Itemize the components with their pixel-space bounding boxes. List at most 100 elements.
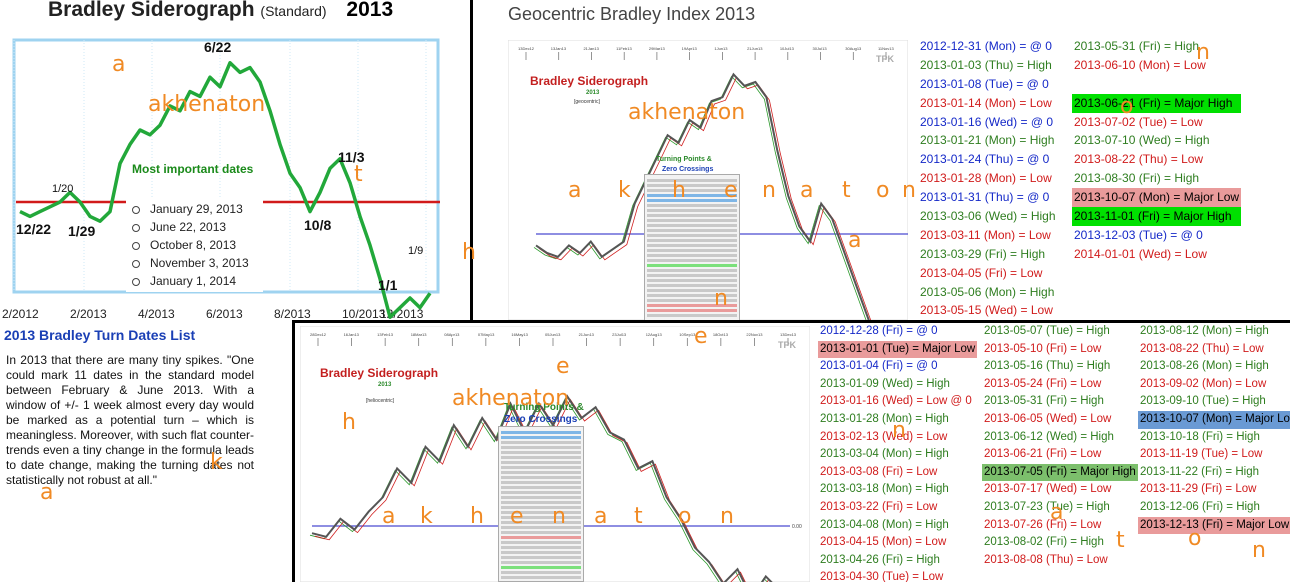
top-tick-label: 28Dec12	[310, 332, 327, 337]
turn-date-entry: 2013-05-15 (Wed) = Low	[920, 303, 1053, 318]
mini-table-row	[501, 576, 581, 579]
turn-date-entry: 2013-01-04 (Fri) = @ 0	[820, 360, 938, 373]
mini-table-row	[501, 516, 581, 519]
bradley-line	[19, 61, 432, 319]
mini-table-row	[501, 461, 581, 464]
mini-table-row	[647, 254, 737, 257]
title-text: Bradley Siderograph	[48, 0, 255, 21]
mini-table-row	[647, 284, 737, 287]
x-tick-label: 2/2013	[70, 307, 107, 320]
mini-table-row	[647, 204, 737, 207]
turn-date-entry: 2013-07-02 (Tue) = Low	[1074, 114, 1203, 129]
turn-date-entry: 2013-04-05 (Fri) = Low	[920, 265, 1043, 280]
important-date-item: November 3, 2013	[132, 254, 249, 272]
mini-table-row	[647, 279, 737, 282]
mini-table-row	[501, 501, 581, 504]
turn-date-entry: 2013-03-11 (Mon) = Low	[920, 227, 1051, 242]
mini-table-row	[501, 531, 581, 534]
date-annotation: 11/3	[338, 149, 365, 165]
watermark-text: h	[672, 178, 686, 203]
watermark-text: t	[634, 504, 643, 529]
turn-date-entry: 2013-07-26 (Fri) = Low	[984, 518, 1102, 531]
top-tick-label: 21Jun13	[579, 332, 595, 337]
top-tick-label: 12Aug13	[646, 332, 663, 337]
top-tick-label: 21Jun13	[747, 46, 763, 51]
watermark-text: a	[40, 480, 54, 505]
watermark-text: a	[848, 228, 862, 253]
mini-table-row	[647, 189, 737, 192]
date-annotation: 1/20	[52, 183, 73, 195]
top-tick-label: 11Feb13	[616, 46, 632, 51]
top-tick-label: 30Aug13	[845, 46, 862, 51]
turn-date-entry: 2013-08-12 (Mon) = High	[1140, 325, 1269, 337]
top-tick-label: 13Jan13	[551, 46, 567, 51]
top-tick-label: 23Jul13	[612, 332, 627, 337]
turn-date-entry: 2013-06-12 (Wed) = High	[984, 430, 1114, 443]
mini-table-row	[501, 536, 581, 539]
bullet-icon	[132, 259, 140, 268]
watermark-text: akhenaton	[452, 386, 570, 411]
geo-dates-list-2: 2013-05-31 (Fri) = High 2013-06-10 (Mon) …	[1072, 37, 1242, 264]
watermark-text: t	[1116, 528, 1125, 553]
important-date-text: January 29, 2013	[150, 202, 243, 216]
mini-table-row	[647, 244, 737, 247]
turn-date-entry: 2013-01-03 (Thu) = High	[920, 57, 1052, 72]
mini-table-row	[501, 561, 581, 564]
top-tick-label: 07May13	[478, 332, 495, 337]
important-date-text: November 3, 2013	[150, 256, 249, 270]
x-tick-label: 10/2013	[342, 307, 386, 320]
mini-table-row	[647, 304, 737, 307]
important-date-item: June 22, 2013	[132, 218, 249, 236]
top-tick-label: 05Jun13	[545, 332, 561, 337]
top-tick-label: 08Apr13	[444, 332, 460, 337]
mini-table-row	[647, 269, 737, 272]
top-tick-label: 22Nov13	[746, 332, 763, 337]
geo-mini-table	[644, 174, 740, 322]
important-date-text: January 1, 2014	[150, 274, 237, 288]
geo-thumb-year: 2013	[586, 90, 600, 96]
top-tick-label: 13Feb13	[377, 332, 394, 337]
turn-date-entry: 2013-03-04 (Mon) = High	[820, 448, 949, 461]
mini-table-row	[647, 214, 737, 217]
turn-date-entry: 2013-01-09 (Wed) = High	[820, 377, 950, 390]
watermark-text: a	[594, 504, 608, 529]
helio-turning-points-label: Turning Points &	[504, 402, 584, 413]
bullet-icon	[132, 277, 140, 286]
watermark-text: k	[210, 450, 223, 475]
watermark-text: n	[714, 286, 728, 311]
watermark-text: e	[510, 504, 524, 529]
turn-date-entry: 2013-01-21 (Mon) = High	[920, 133, 1055, 148]
watermark-text: t	[842, 178, 851, 203]
turn-date-entry: 2013-01-08 (Tue) = @ 0	[920, 76, 1049, 91]
mini-table-row	[501, 491, 581, 494]
turn-date-entry: 2013-04-15 (Mon) = Low	[820, 536, 947, 549]
mini-table-row	[501, 521, 581, 524]
watermark-text: n	[762, 178, 776, 203]
watermark-text: h	[470, 504, 484, 529]
turn-date-entry: 2013-05-10 (Fri) = Low	[984, 342, 1102, 355]
watermark-text: e	[724, 178, 738, 203]
turn-date-entry: 2013-03-08 (Fri) = Low	[820, 465, 938, 478]
turn-date-entry: 2013-08-08 (Thu) = Low	[984, 553, 1108, 566]
watermark-text: o	[1188, 526, 1202, 551]
zero-label: 0.00	[792, 524, 802, 530]
mini-table-row	[647, 309, 737, 312]
mini-table-row	[501, 476, 581, 479]
watermark-text: n	[902, 178, 916, 203]
turn-date-entry: 2013-01-01 (Tue) = Major Low	[818, 340, 978, 359]
mini-table-row	[501, 446, 581, 449]
important-date-item: January 29, 2013	[132, 200, 249, 218]
watermark-text: a	[382, 504, 396, 529]
mini-table-row	[501, 546, 581, 549]
turn-date-entry: 2013-11-22 (Fri) = High	[1140, 465, 1259, 478]
turn-date-entry: 2013-04-26 (Fri) = High	[820, 553, 940, 566]
top-tick-label: 16May13	[511, 332, 528, 337]
turn-date-entry: 2013-07-17 (Wed) = Low	[984, 483, 1112, 496]
turn-date-entry: 2013-03-06 (Wed) = High	[920, 209, 1056, 224]
top-tick-label: 19Apr13	[682, 46, 698, 51]
watermark-text: n	[720, 504, 734, 529]
turn-date-entry: 2013-05-16 (Thu) = High	[984, 360, 1111, 373]
mini-table-row	[501, 486, 581, 489]
turn-date-entry: 2013-01-24 (Thu) = @ 0	[920, 152, 1050, 167]
watermark-text: h	[342, 410, 356, 435]
